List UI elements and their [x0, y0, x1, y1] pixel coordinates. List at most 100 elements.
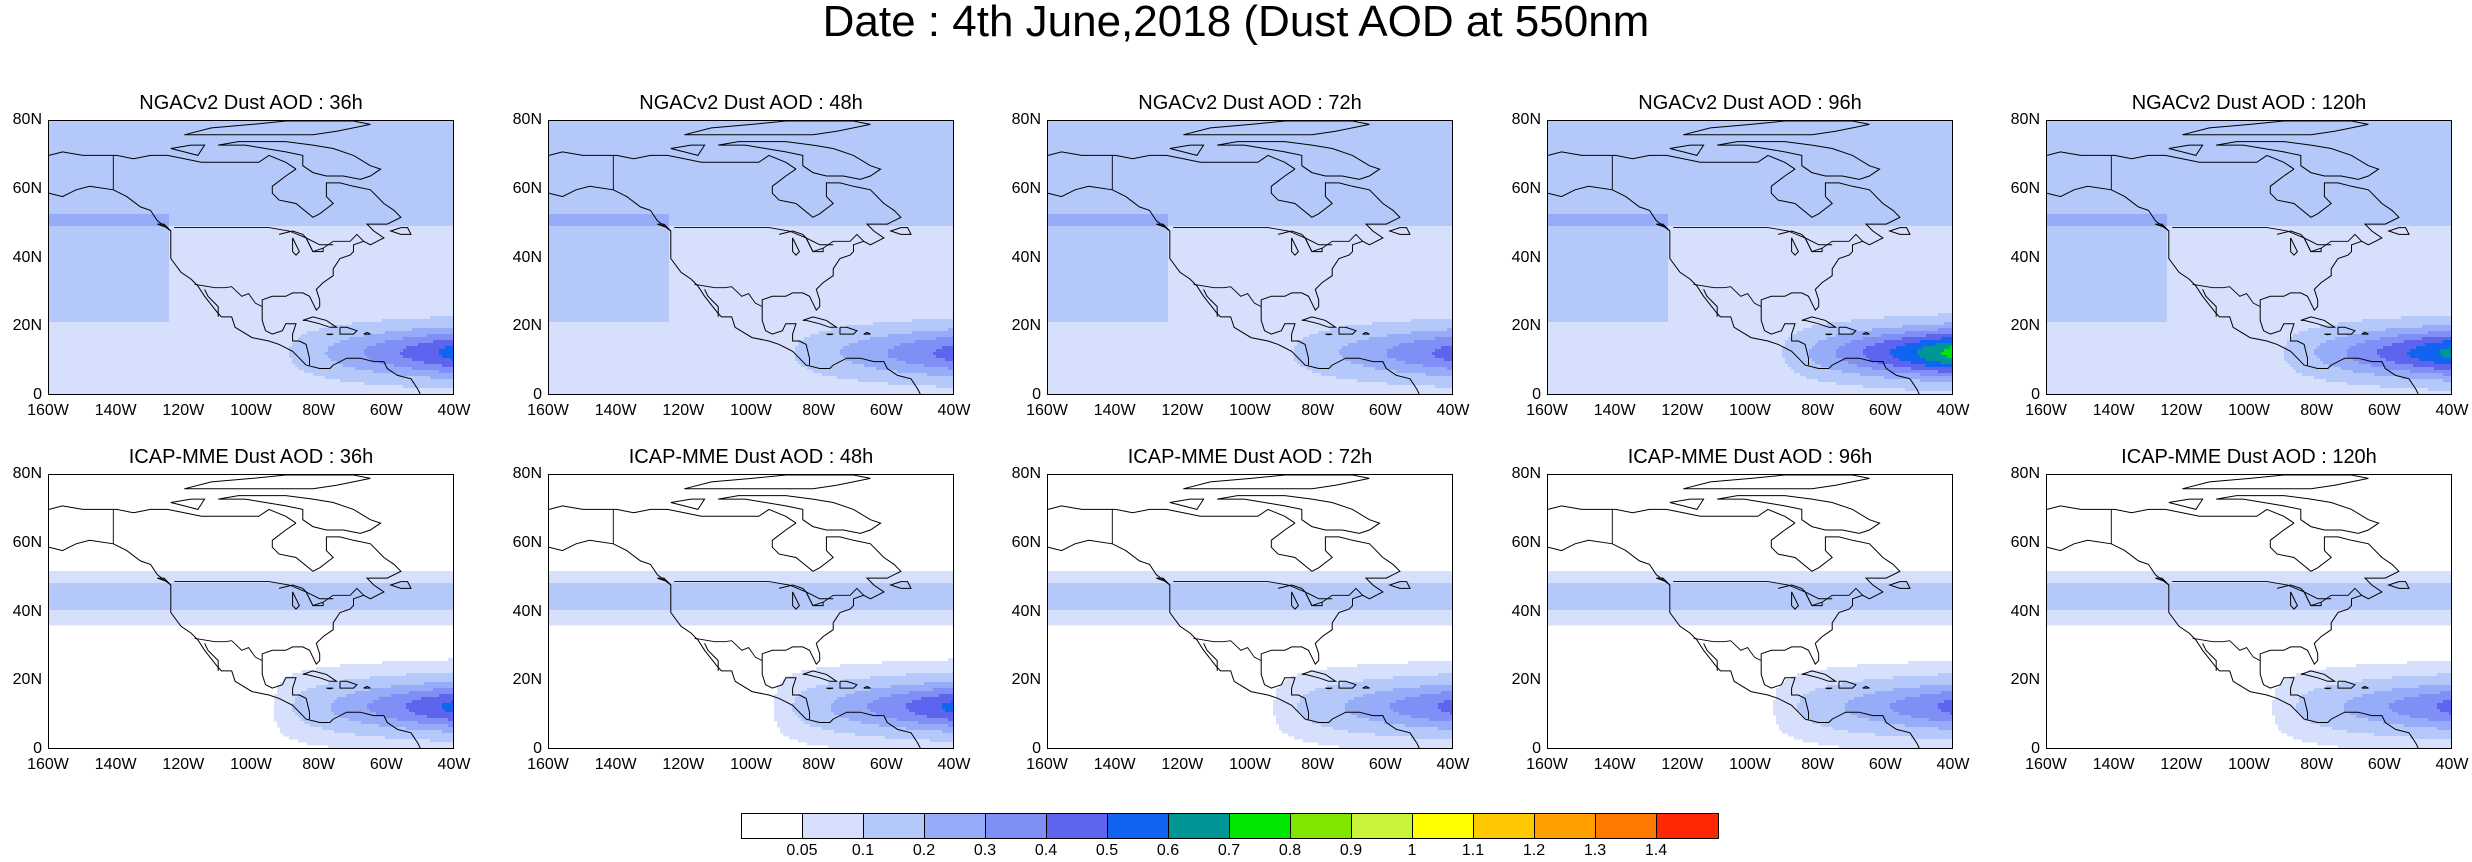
- map-panel: [2046, 474, 2452, 749]
- lat-tick-label: 40N: [500, 250, 542, 266]
- lon-tick-label: 80W: [297, 757, 341, 773]
- lat-tick-label: 20N: [999, 672, 1041, 688]
- lon-tick-label: 140W: [1093, 403, 1137, 419]
- lon-tick-label: 40W: [432, 757, 476, 773]
- colorbar-swatch: [1413, 814, 1474, 838]
- coastline: [705, 643, 719, 671]
- lon-tick-label: 40W: [932, 403, 976, 419]
- lon-tick-label: 100W: [2227, 403, 2271, 419]
- lat-tick-label: 80N: [1998, 112, 2040, 128]
- panel-title: NGACv2 Dust AOD : 120h: [2046, 92, 2452, 114]
- coastline: [1548, 506, 1795, 523]
- colorbar: [741, 813, 1719, 839]
- panel-title: NGACv2 Dust AOD : 36h: [48, 92, 454, 114]
- lon-tick-label: 40W: [2430, 757, 2472, 773]
- lat-tick-label: 80N: [0, 112, 42, 128]
- lat-tick-label: 20N: [1998, 672, 2040, 688]
- coastline: [2182, 475, 2368, 489]
- aod-field: [1048, 571, 1453, 749]
- lon-tick-label: 120W: [2159, 403, 2203, 419]
- panel-title: ICAP-MME Dust AOD : 96h: [1547, 446, 1953, 468]
- lon-tick-label: 160W: [2024, 757, 2068, 773]
- colorbar-swatch: [1108, 814, 1169, 838]
- lat-tick-label: 20N: [1499, 672, 1541, 688]
- lat-tick-label: 80N: [500, 466, 542, 482]
- panel-title: ICAP-MME Dust AOD : 36h: [48, 446, 454, 468]
- lon-tick-label: 60W: [1363, 403, 1407, 419]
- panel-title: ICAP-MME Dust AOD : 48h: [548, 446, 954, 468]
- lon-tick-label: 120W: [2159, 757, 2203, 773]
- lon-tick-label: 160W: [26, 757, 70, 773]
- lat-tick-label: 80N: [500, 112, 542, 128]
- colorbar-label: 1.1: [1453, 843, 1493, 859]
- coastline: [1670, 499, 1704, 509]
- lat-tick-label: 20N: [1998, 318, 2040, 334]
- lon-tick-label: 40W: [1931, 757, 1975, 773]
- border: [695, 638, 763, 660]
- panel-title: NGACv2 Dust AOD : 72h: [1047, 92, 1453, 114]
- border: [1694, 638, 1762, 660]
- lon-tick-label: 100W: [1728, 757, 1772, 773]
- coastline: [326, 334, 333, 335]
- colorbar-label: 1.4: [1636, 843, 1676, 859]
- lon-tick-label: 40W: [1431, 757, 1475, 773]
- colorbar-swatch: [1535, 814, 1596, 838]
- map-panel: [1047, 474, 1453, 749]
- lon-tick-label: 120W: [1660, 403, 1704, 419]
- coastline: [2324, 688, 2331, 689]
- lon-tick-label: 80W: [2295, 757, 2339, 773]
- coastline: [1170, 499, 1204, 509]
- coastline: [1704, 643, 1718, 671]
- lat-tick-label: 20N: [0, 672, 42, 688]
- aod-map: [49, 475, 454, 749]
- lat-tick-label: 40N: [1499, 250, 1541, 266]
- lon-tick-label: 60W: [864, 757, 908, 773]
- coastline: [2324, 334, 2331, 335]
- coastline: [1717, 496, 1879, 534]
- lon-tick-label: 80W: [1296, 757, 1340, 773]
- aod-map: [1548, 121, 1953, 395]
- lon-tick-label: 40W: [1931, 403, 1975, 419]
- aod-map: [1048, 121, 1453, 395]
- lat-tick-label: 60N: [0, 535, 42, 551]
- lat-tick-label: 0: [500, 741, 542, 757]
- colorbar-swatch: [1169, 814, 1230, 838]
- coastline: [184, 475, 370, 489]
- coastline: [1325, 688, 1332, 689]
- lon-tick-label: 160W: [526, 757, 570, 773]
- colorbar-swatch: [925, 814, 986, 838]
- map-panel: [1047, 120, 1453, 395]
- lat-tick-label: 80N: [1998, 466, 2040, 482]
- panel-title: ICAP-MME Dust AOD : 120h: [2046, 446, 2452, 468]
- coastline: [684, 475, 870, 489]
- lon-tick-label: 120W: [161, 757, 205, 773]
- colorbar-label: 0.4: [1026, 843, 1066, 859]
- lon-tick-label: 140W: [94, 403, 138, 419]
- coastline: [1217, 496, 1379, 534]
- panel-title: ICAP-MME Dust AOD : 72h: [1047, 446, 1453, 468]
- lon-tick-label: 160W: [526, 403, 570, 419]
- lat-tick-label: 0: [999, 741, 1041, 757]
- lon-tick-label: 40W: [2430, 403, 2472, 419]
- aod-field: [49, 571, 454, 749]
- coastline: [326, 688, 333, 689]
- panel-title: NGACv2 Dust AOD : 96h: [1547, 92, 1953, 114]
- map-panel: [548, 120, 954, 395]
- coastline: [1325, 334, 1332, 335]
- lat-tick-label: 60N: [1499, 535, 1541, 551]
- colorbar-swatch: [803, 814, 864, 838]
- colorbar-swatch: [1352, 814, 1413, 838]
- aod-field: [549, 571, 954, 749]
- lon-tick-label: 80W: [1296, 403, 1340, 419]
- lon-tick-label: 120W: [661, 403, 705, 419]
- coastline: [1183, 475, 1369, 489]
- lon-tick-label: 40W: [1431, 403, 1475, 419]
- colorbar-label: 1.2: [1514, 843, 1554, 859]
- coastline: [171, 499, 205, 509]
- lon-tick-label: 60W: [364, 403, 408, 419]
- lat-tick-label: 40N: [1998, 250, 2040, 266]
- lat-tick-label: 40N: [1998, 604, 2040, 620]
- lat-tick-label: 40N: [999, 604, 1041, 620]
- colorbar-label: 0.1: [843, 843, 883, 859]
- lon-tick-label: 100W: [2227, 757, 2271, 773]
